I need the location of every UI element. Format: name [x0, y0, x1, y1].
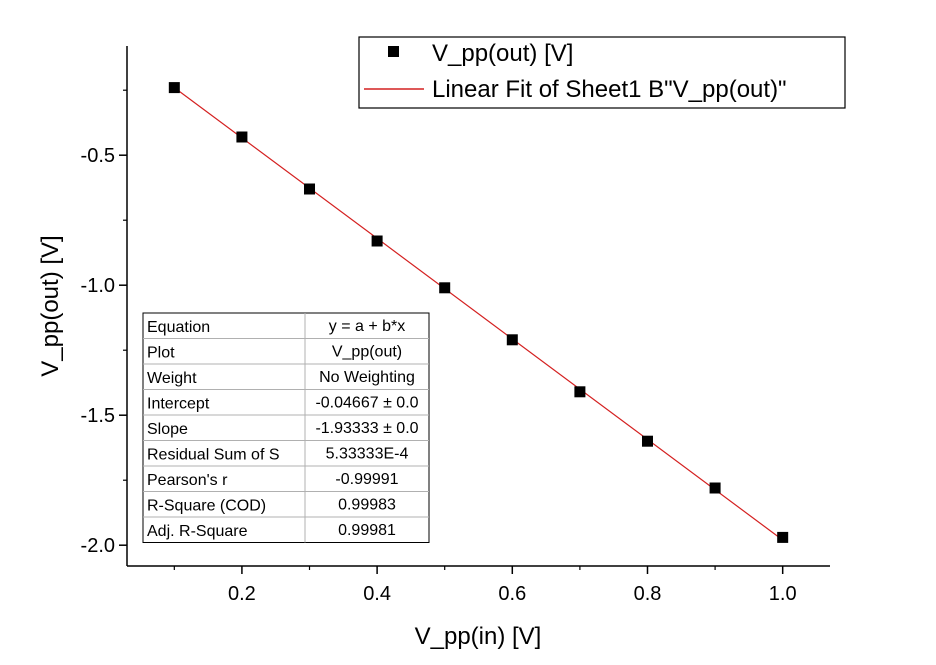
x-tick-label: 0.8 [634, 583, 662, 605]
legend-label-points: V_pp(out) [V] [432, 40, 573, 67]
y-tick-label: -2.0 [81, 535, 115, 557]
stats-label: Plot [147, 345, 175, 362]
stats-value: -0.99991 [335, 471, 398, 488]
data-point [641, 435, 653, 447]
legend-marker-square [388, 46, 399, 57]
stats-value: y = a + b*x [329, 318, 406, 335]
y-axis-title: V_pp(out) [V] [37, 235, 64, 376]
stats-value: No Weighting [319, 369, 415, 386]
stats-value: -1.93333 ± 0.0 [315, 420, 418, 437]
stats-value: V_pp(out) [332, 344, 402, 361]
legend-label-fit: Linear Fit of Sheet1 B"V_pp(out)" [432, 76, 787, 103]
stats-label: Weight [147, 370, 197, 387]
data-point [371, 235, 383, 247]
data-point [439, 282, 451, 294]
y-ticks: -2.0 -1.5 -1.0 -0.5 [81, 89, 127, 557]
x-tick-label: 0.4 [363, 583, 391, 605]
stats-table: Equation y = a + b*x Plot V_pp(out) Weight No… [142, 312, 430, 543]
stats-value: -0.04667 ± 0.0 [315, 395, 418, 412]
x-tick-label: 1.0 [769, 583, 797, 605]
stats-value: 0.99981 [338, 522, 396, 539]
y-tick-label: -0.5 [81, 145, 115, 167]
y-tick-label: -1.5 [81, 405, 115, 427]
legend-box [358, 36, 846, 109]
data-point [709, 482, 721, 494]
data-point [506, 334, 518, 346]
data-point [168, 82, 180, 94]
stats-label: Equation [147, 319, 210, 336]
data-point [236, 131, 248, 143]
stats-value: 0.99983 [338, 497, 396, 514]
data-point [574, 386, 586, 398]
stats-label: Residual Sum of S [147, 447, 280, 464]
data-point [777, 531, 789, 543]
x-tick-label: 0.6 [498, 583, 526, 605]
stats-label: Pearson's r [147, 472, 228, 489]
data-point [304, 183, 316, 195]
plot-series [168, 82, 789, 543]
stats-label: R-Square (COD) [147, 498, 266, 515]
y-tick-label: -1.0 [81, 275, 115, 297]
stats-label: Slope [147, 421, 188, 438]
x-ticks: 0.2 0.4 0.6 0.8 1.0 [173, 566, 797, 605]
stats-value: 5.33333E-4 [326, 446, 409, 463]
stats-label: Adj. R-Square [147, 523, 248, 540]
fit-line [173, 87, 784, 541]
axes [126, 46, 830, 567]
stats-label: Intercept [147, 396, 210, 413]
x-tick-label: 0.2 [228, 583, 256, 605]
legend: V_pp(out) [V] Linear Fit of Sheet1 B"V_pp… [358, 36, 846, 109]
x-axis-title: V_pp(in) [V] [415, 623, 542, 650]
stats-table-border [142, 312, 430, 543]
